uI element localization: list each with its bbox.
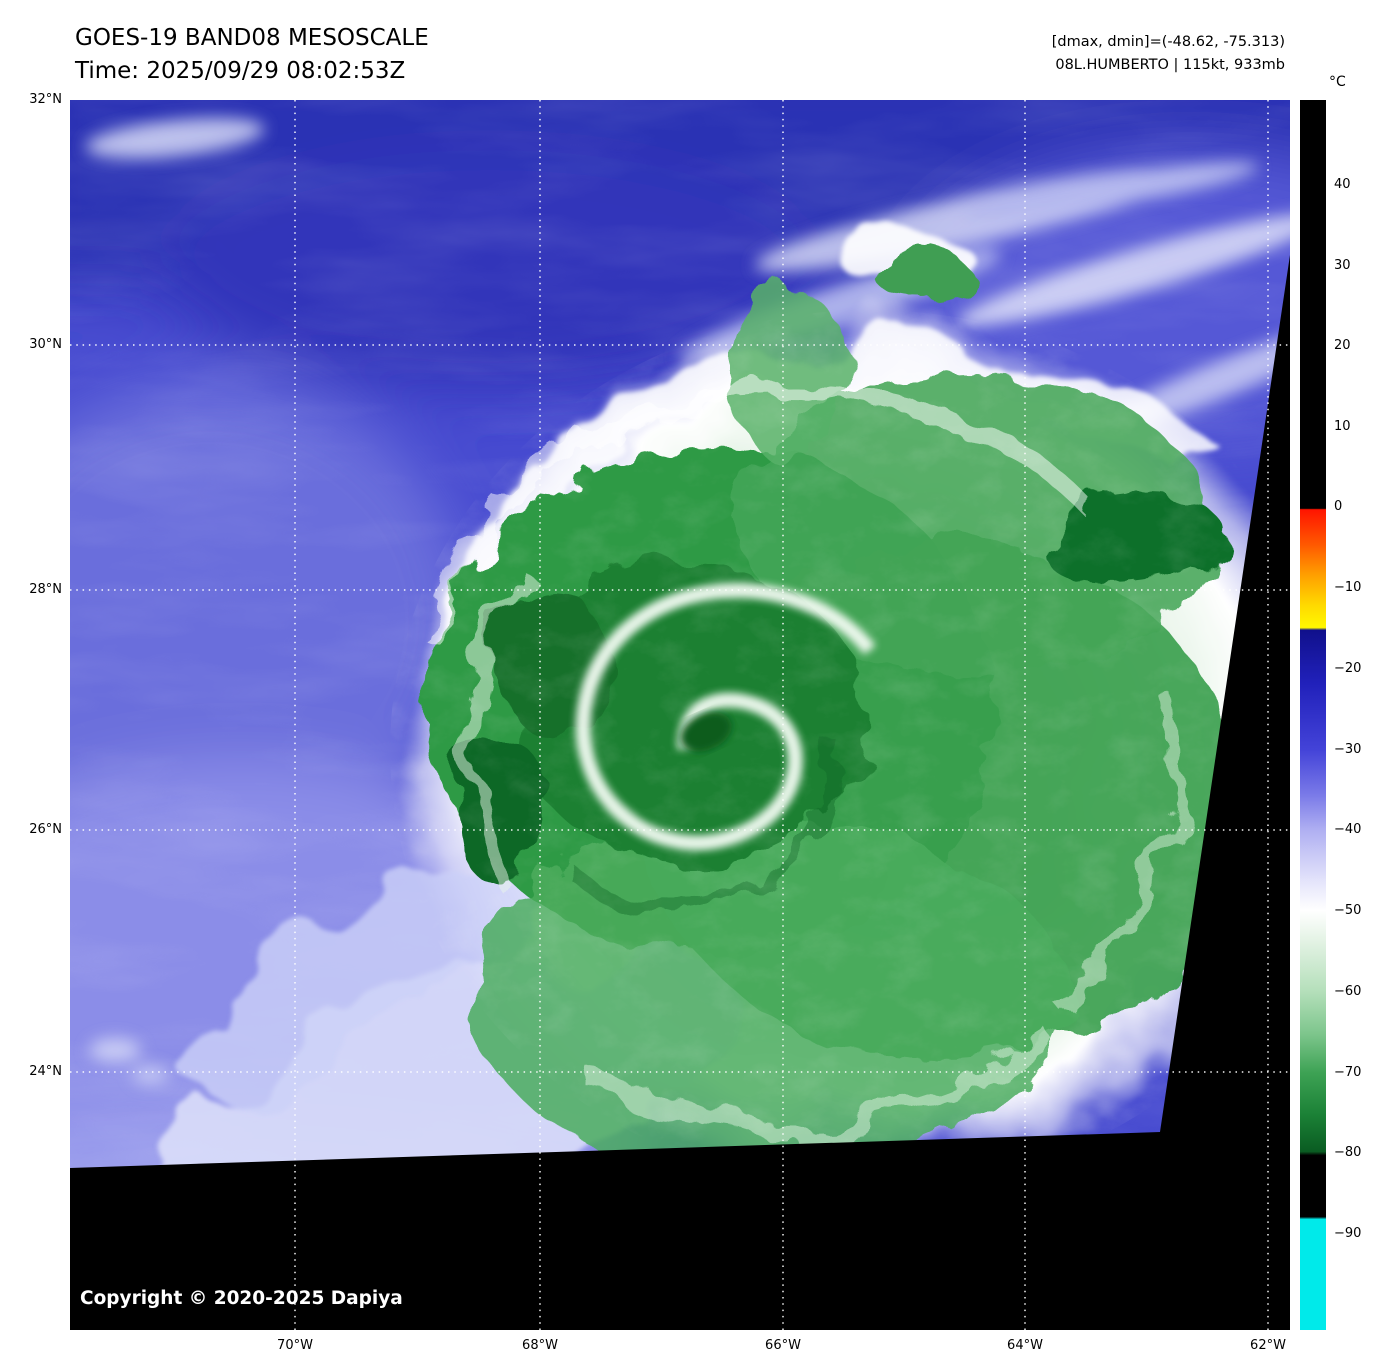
colorbar-tick-40: 40	[1334, 177, 1351, 192]
colorbar-tick-neg50: −50	[1334, 903, 1362, 918]
colorbar-tick-neg90: −90	[1334, 1226, 1362, 1241]
colorbar-tick-20: 20	[1334, 338, 1351, 353]
lat-label-32n: 32°N	[29, 92, 62, 107]
colorbar-tick-neg20: −20	[1334, 661, 1362, 676]
header-info: [dmax, dmin]=(-48.62, -75.313) 08L.HUMBE…	[1052, 31, 1285, 77]
satellite-image	[70, 100, 1290, 1330]
title-block: GOES-19 BAND08 MESOSCALE Time: 2025/09/2…	[75, 22, 429, 88]
colorbar-tick-10: 10	[1334, 419, 1351, 434]
lon-label-68w: 68°W	[522, 1338, 558, 1353]
colorbar-tick-neg30: −30	[1334, 742, 1362, 757]
map-area	[70, 100, 1290, 1330]
lon-label-64w: 64°W	[1007, 1338, 1043, 1353]
colorbar-tick-neg40: −40	[1334, 822, 1362, 837]
colorbar	[1300, 100, 1326, 1330]
copyright-text: Copyright © 2020-2025 Dapiya	[80, 1288, 403, 1309]
colorbar-tick-30: 30	[1334, 258, 1351, 273]
lon-label-66w: 66°W	[765, 1338, 801, 1353]
colorbar-unit-label: °C	[1329, 74, 1346, 90]
no-data-region	[70, 255, 1290, 1330]
lat-label-28n: 28°N	[29, 582, 62, 597]
lon-label-70w: 70°W	[277, 1338, 313, 1353]
lon-label-62w: 62°W	[1250, 1338, 1286, 1353]
storm-eye	[575, 583, 876, 851]
lat-label-26n: 26°N	[29, 822, 62, 837]
colorbar-tick-neg60: −60	[1334, 984, 1362, 999]
range-info: [dmax, dmin]=(-48.62, -75.313)	[1051, 34, 1285, 50]
colorbar-tick-neg10: −10	[1334, 580, 1362, 595]
lat-label-24n: 24°N	[29, 1064, 62, 1079]
lat-label-30n: 30°N	[29, 337, 62, 352]
storm-info: 08L.HUMBERTO | 115kt, 933mb	[1055, 57, 1285, 73]
colorbar-tick-0: 0	[1334, 499, 1343, 514]
page-title: GOES-19 BAND08 MESOSCALE	[75, 25, 429, 51]
colorbar-tick-neg80: −80	[1334, 1145, 1362, 1160]
timestamp: Time: 2025/09/29 08:02:53Z	[75, 58, 406, 84]
colorbar-tick-neg70: −70	[1334, 1065, 1362, 1080]
